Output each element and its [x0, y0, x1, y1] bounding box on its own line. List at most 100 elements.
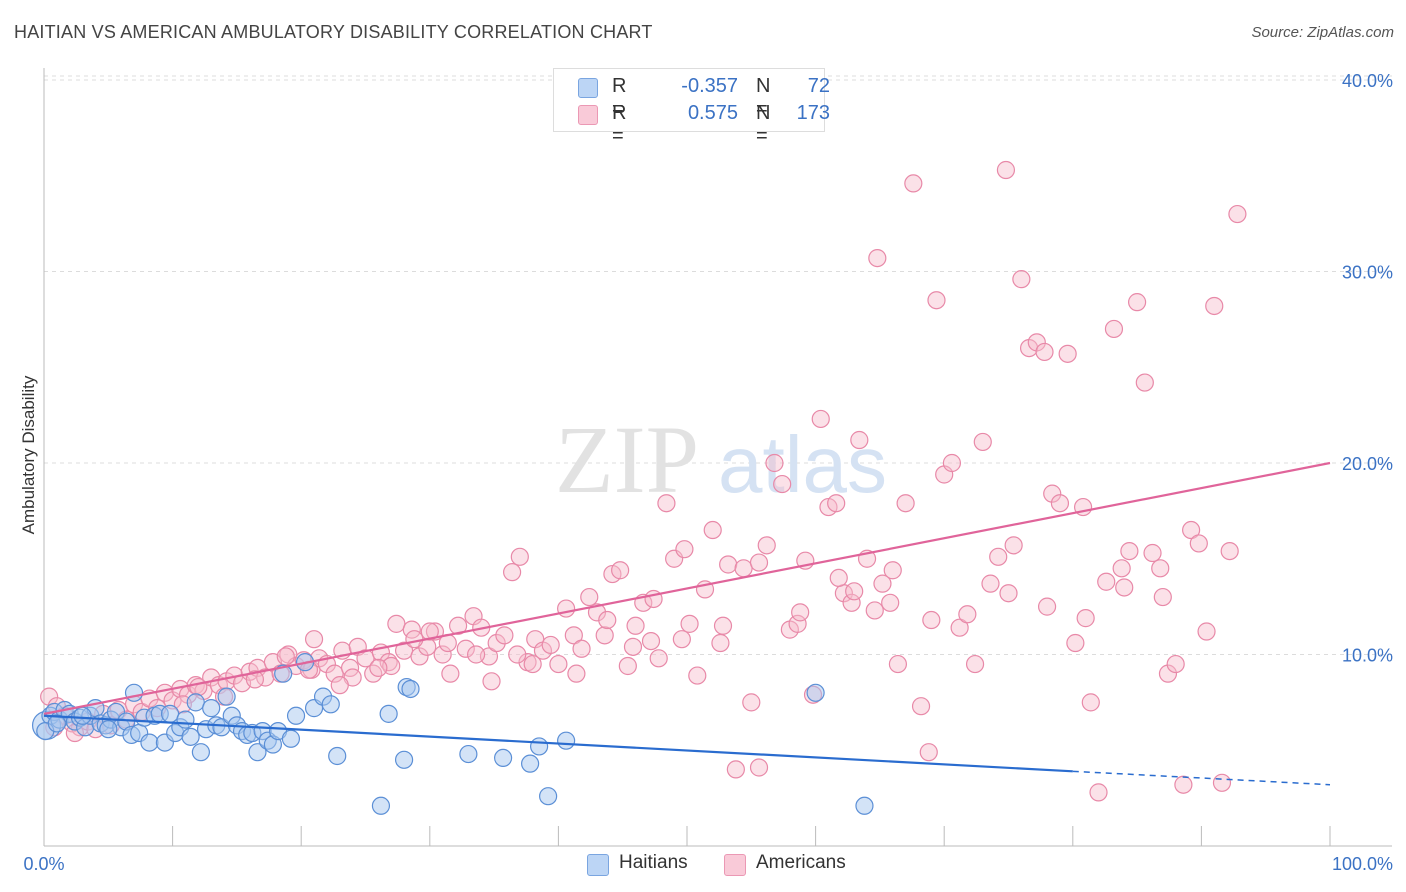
americans-point	[1043, 484, 1062, 503]
americans-point	[330, 676, 349, 695]
americans-point	[641, 631, 661, 651]
americans-point	[1228, 204, 1247, 224]
haitians-point	[855, 796, 874, 815]
americans-point	[487, 633, 506, 653]
americans-point	[811, 409, 830, 429]
americans-point	[675, 540, 694, 559]
americans-point	[842, 593, 861, 612]
legend-label-americans: Americans	[756, 852, 846, 873]
americans-point	[466, 645, 486, 664]
americans-point	[703, 520, 722, 540]
haitians-point	[281, 729, 301, 748]
haitians-swatch	[587, 854, 609, 876]
y-tick-labels: 10.0% 20.0% 30.0% 40.0%	[1342, 71, 1393, 666]
americans-point	[448, 616, 468, 635]
americans-point	[680, 614, 699, 633]
americans-point	[873, 574, 892, 593]
americans-point	[420, 622, 439, 641]
americans-point	[1037, 597, 1057, 616]
americans-point	[919, 743, 938, 762]
svg-text:atlas: atlas	[718, 420, 887, 509]
americans-point	[1058, 344, 1077, 363]
americans-point	[1135, 373, 1154, 392]
haitians-point	[321, 695, 340, 714]
americans-point	[868, 248, 887, 268]
americans-point	[881, 593, 900, 612]
americans-point	[482, 672, 501, 691]
haitians-point	[530, 737, 549, 756]
americans-point	[749, 758, 769, 777]
americans-point	[883, 561, 902, 580]
legend-r-value: -0.357	[681, 75, 738, 97]
haitians-trend-line	[43, 714, 1073, 773]
americans-point	[572, 639, 591, 658]
svg-text:ZIP: ZIP	[555, 406, 699, 513]
americans-trend-line	[43, 461, 1331, 715]
americans-point	[1076, 609, 1095, 628]
americans-point	[410, 647, 429, 666]
americans-point	[904, 174, 923, 193]
americans-point	[981, 574, 1000, 593]
legend-r-value: 0.575	[687, 102, 738, 124]
trend-lines	[43, 461, 1331, 786]
americans-point	[845, 582, 864, 601]
americans-point	[1166, 654, 1185, 674]
americans-point	[1089, 783, 1108, 802]
haitians-swatch	[578, 78, 598, 98]
americans-point	[1115, 578, 1134, 597]
americans-point	[523, 654, 542, 674]
americans-point	[989, 547, 1008, 566]
legend-label-haitians: Haitians	[619, 852, 688, 873]
americans-swatch	[578, 105, 598, 125]
legend-r-label: R =	[612, 102, 627, 147]
americans-point	[1112, 559, 1131, 578]
x-tick-label: 0.0%	[23, 854, 64, 874]
americans-swatch	[724, 854, 746, 876]
haitians-point	[539, 787, 558, 806]
y-tick-label: 10.0%	[1342, 646, 1393, 666]
watermark: ZIP atlas	[555, 406, 887, 513]
americans-point	[888, 654, 908, 674]
americans-point	[996, 160, 1016, 180]
americans-point	[1182, 520, 1201, 540]
americans-point	[433, 645, 452, 664]
haitians-point	[459, 744, 478, 764]
americans-point	[508, 645, 527, 664]
haitians-point	[274, 664, 293, 683]
haitians-point	[401, 679, 420, 699]
haitians-point	[248, 743, 267, 762]
haitians-point	[176, 710, 195, 729]
americans-point	[719, 555, 738, 574]
haitians-point	[73, 706, 92, 725]
americans-point	[1120, 541, 1139, 561]
chart-title: HAITIAN VS AMERICAN AMBULATORY DISABILIT…	[14, 22, 653, 42]
x-tick-label: 100.0%	[1332, 854, 1393, 874]
americans-point	[369, 658, 388, 678]
americans-point	[657, 494, 676, 513]
americans-point	[726, 760, 745, 779]
americans-point	[788, 614, 807, 633]
americans-point	[672, 630, 691, 649]
haitians-point	[202, 699, 221, 718]
americans-point	[503, 563, 522, 582]
americans-point	[1212, 773, 1232, 792]
americans-point	[829, 568, 848, 588]
gridlines	[44, 75, 1392, 655]
americans-point	[773, 474, 792, 494]
americans-point	[441, 664, 460, 683]
americans-point	[1104, 319, 1124, 339]
americans-point	[827, 494, 846, 513]
haitians-point	[379, 704, 398, 723]
legend-n-value: 173	[796, 102, 830, 124]
americans-point	[973, 432, 992, 452]
americans-point	[1220, 541, 1239, 561]
americans-point	[1174, 775, 1193, 794]
americans-point	[965, 654, 985, 674]
y-tick-label: 30.0%	[1342, 263, 1393, 283]
americans-point	[896, 494, 915, 513]
americans-point	[510, 547, 529, 566]
correlation-legend: R = -0.357 N = 72 R = 0.575 N = 173	[553, 68, 830, 147]
americans-point	[1205, 296, 1224, 316]
americans-point	[611, 561, 630, 580]
